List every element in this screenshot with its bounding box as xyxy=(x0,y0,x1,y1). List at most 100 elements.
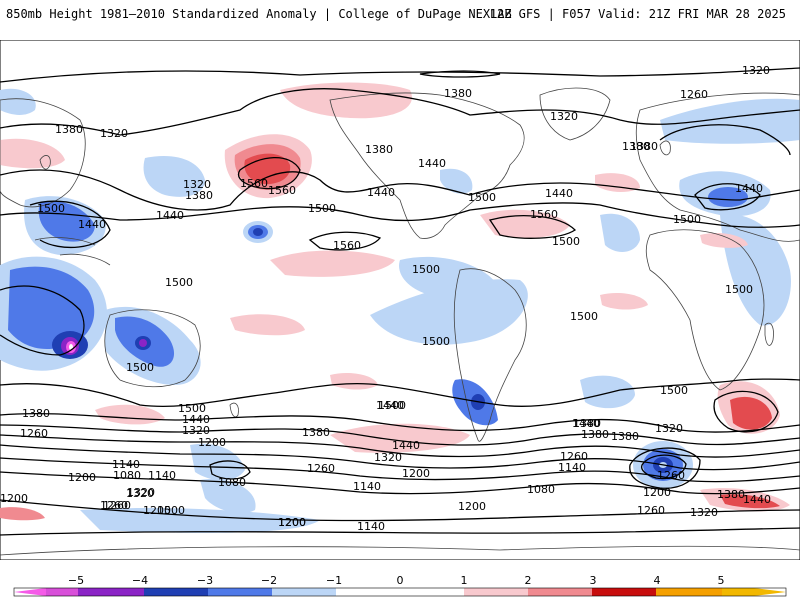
contour-label: 1440 xyxy=(392,439,420,452)
colorbar-seg xyxy=(336,588,400,596)
contour-1500-sh xyxy=(0,378,800,407)
colorbar-seg xyxy=(144,588,208,596)
contour-label: 1140 xyxy=(148,469,176,482)
contour-label: 1500 xyxy=(660,384,688,397)
contour-label: 1500 xyxy=(165,276,193,289)
contour-label: 1380 xyxy=(365,143,393,156)
colorbar-seg xyxy=(656,588,722,596)
contour-label: 1440 xyxy=(78,218,106,231)
contour-1380-sh xyxy=(0,424,800,446)
contour-label: 1140 xyxy=(357,520,385,533)
anomaly-pos-cpac xyxy=(270,250,395,277)
coast-greenland xyxy=(539,87,611,141)
contour-label: 1380 xyxy=(444,87,472,100)
contour-label: 1500 xyxy=(37,202,65,215)
contour-label: 1200 xyxy=(278,516,306,529)
contour-label: 1500 xyxy=(570,310,598,323)
contour-label: 1200 xyxy=(143,504,171,517)
contour-label: 1500 xyxy=(422,335,450,348)
contour-1080-a xyxy=(209,460,251,480)
anomaly-pos-so4 xyxy=(0,507,45,521)
contour-label: 1200 xyxy=(402,467,430,480)
contour-label: 1260 xyxy=(20,427,48,440)
contour-label: 1440 xyxy=(735,182,763,195)
contour-label: 1320 xyxy=(742,64,770,77)
contour-label: 1440 xyxy=(545,187,573,200)
contour-label: 1320 xyxy=(374,451,402,464)
contour-1260-lower xyxy=(0,527,800,536)
colorbar-tick: 2 xyxy=(525,574,532,587)
contour-1200-lower xyxy=(0,499,800,522)
contour-label: 1380 xyxy=(302,426,330,439)
contour-indian-low xyxy=(629,447,701,489)
contour-label: 1440 xyxy=(418,157,446,170)
contour-label: 1440 xyxy=(367,186,395,199)
contour-label: 1320 xyxy=(183,178,211,191)
contour-1560-b xyxy=(308,231,382,251)
contour-aus xyxy=(0,285,85,356)
contour-1320-top xyxy=(0,67,800,83)
coastlines xyxy=(0,87,800,556)
contour-label: 1500 xyxy=(378,399,406,412)
contour-label: 1320 xyxy=(655,422,683,435)
map-title: 850mb Height 1981–2010 Standardized Anom… xyxy=(6,7,512,21)
colorbar-tick: 3 xyxy=(590,574,597,587)
contour-label: 1560 xyxy=(333,239,361,252)
colorbar-tick: 5 xyxy=(718,574,725,587)
colorbar: −5 −4 −3 −2 −1 0 1 2 3 4 5 xyxy=(13,574,787,597)
contour-label: 1320 xyxy=(126,487,154,500)
contour-label: 1260 xyxy=(657,469,685,482)
contour-label: 1500 xyxy=(552,235,580,248)
contour-africa-high xyxy=(713,390,779,433)
contour-label: 1440 xyxy=(743,493,771,506)
contour-label: 1500 xyxy=(673,213,701,226)
contour-label: 1380 xyxy=(55,123,83,136)
anomaly-pos-alaska xyxy=(280,82,412,119)
colorbar-tick: 1 xyxy=(461,574,468,587)
coast-japan xyxy=(39,155,51,170)
contour-label: 1200 xyxy=(278,516,306,529)
anomaly-pos-westpac xyxy=(0,138,65,169)
contour-label: 1140 xyxy=(112,458,140,471)
contour-label: 1560 xyxy=(240,177,268,190)
colorbar-seg xyxy=(528,588,592,596)
contour-label: 1080 xyxy=(527,483,555,496)
colorbar-cap-left xyxy=(14,588,46,596)
contour-indian-low2 xyxy=(640,454,687,480)
coast-north-america xyxy=(329,92,525,239)
colorbar-seg xyxy=(208,588,272,596)
contour-label: 1320 xyxy=(550,110,578,123)
anomaly-neg-sasia xyxy=(200,479,256,514)
colorbar-tick: −4 xyxy=(132,574,148,587)
contour-label: 1500 xyxy=(157,504,185,517)
colorbar-seg xyxy=(400,588,464,596)
contour-label: 1320 xyxy=(182,424,210,437)
coast-asia-west xyxy=(0,98,86,208)
contour-label: 1380 xyxy=(22,407,50,420)
contour-indo xyxy=(29,200,111,249)
contour-label: 1260 xyxy=(100,499,128,512)
anomaly-neg-indonesia2 xyxy=(38,201,95,242)
colorbar-tick: −2 xyxy=(261,574,277,587)
contour-label: 1380 xyxy=(581,428,609,441)
contour-label: 1440 xyxy=(182,413,210,426)
contour-label: 1380 xyxy=(622,140,650,153)
anomaly-pos-africa-s2 xyxy=(730,396,772,430)
anomaly-neg-canada xyxy=(440,168,473,194)
contour-label: 1380 xyxy=(717,488,745,501)
anomaly-pos-so3 xyxy=(330,373,378,390)
contour-label: 1200 xyxy=(0,492,28,505)
anomaly-neg-satl xyxy=(580,375,635,409)
colorbar-tick: 4 xyxy=(654,574,661,587)
contour-1260-sh xyxy=(0,444,800,471)
contour-1200-sh xyxy=(0,457,800,483)
colorbar-seg xyxy=(78,588,144,596)
anomaly-pos-so6 xyxy=(720,494,780,509)
contour-label: 1380 xyxy=(630,140,658,153)
colorbar-cap-right xyxy=(754,588,786,596)
anomaly-pos-eqw xyxy=(230,314,305,336)
contour-label: 1200 xyxy=(198,436,226,449)
coast-south-america xyxy=(453,268,527,442)
coast-eurasia xyxy=(635,92,800,242)
header: 850mb Height 1981–2010 Standardized Anom… xyxy=(0,0,800,40)
